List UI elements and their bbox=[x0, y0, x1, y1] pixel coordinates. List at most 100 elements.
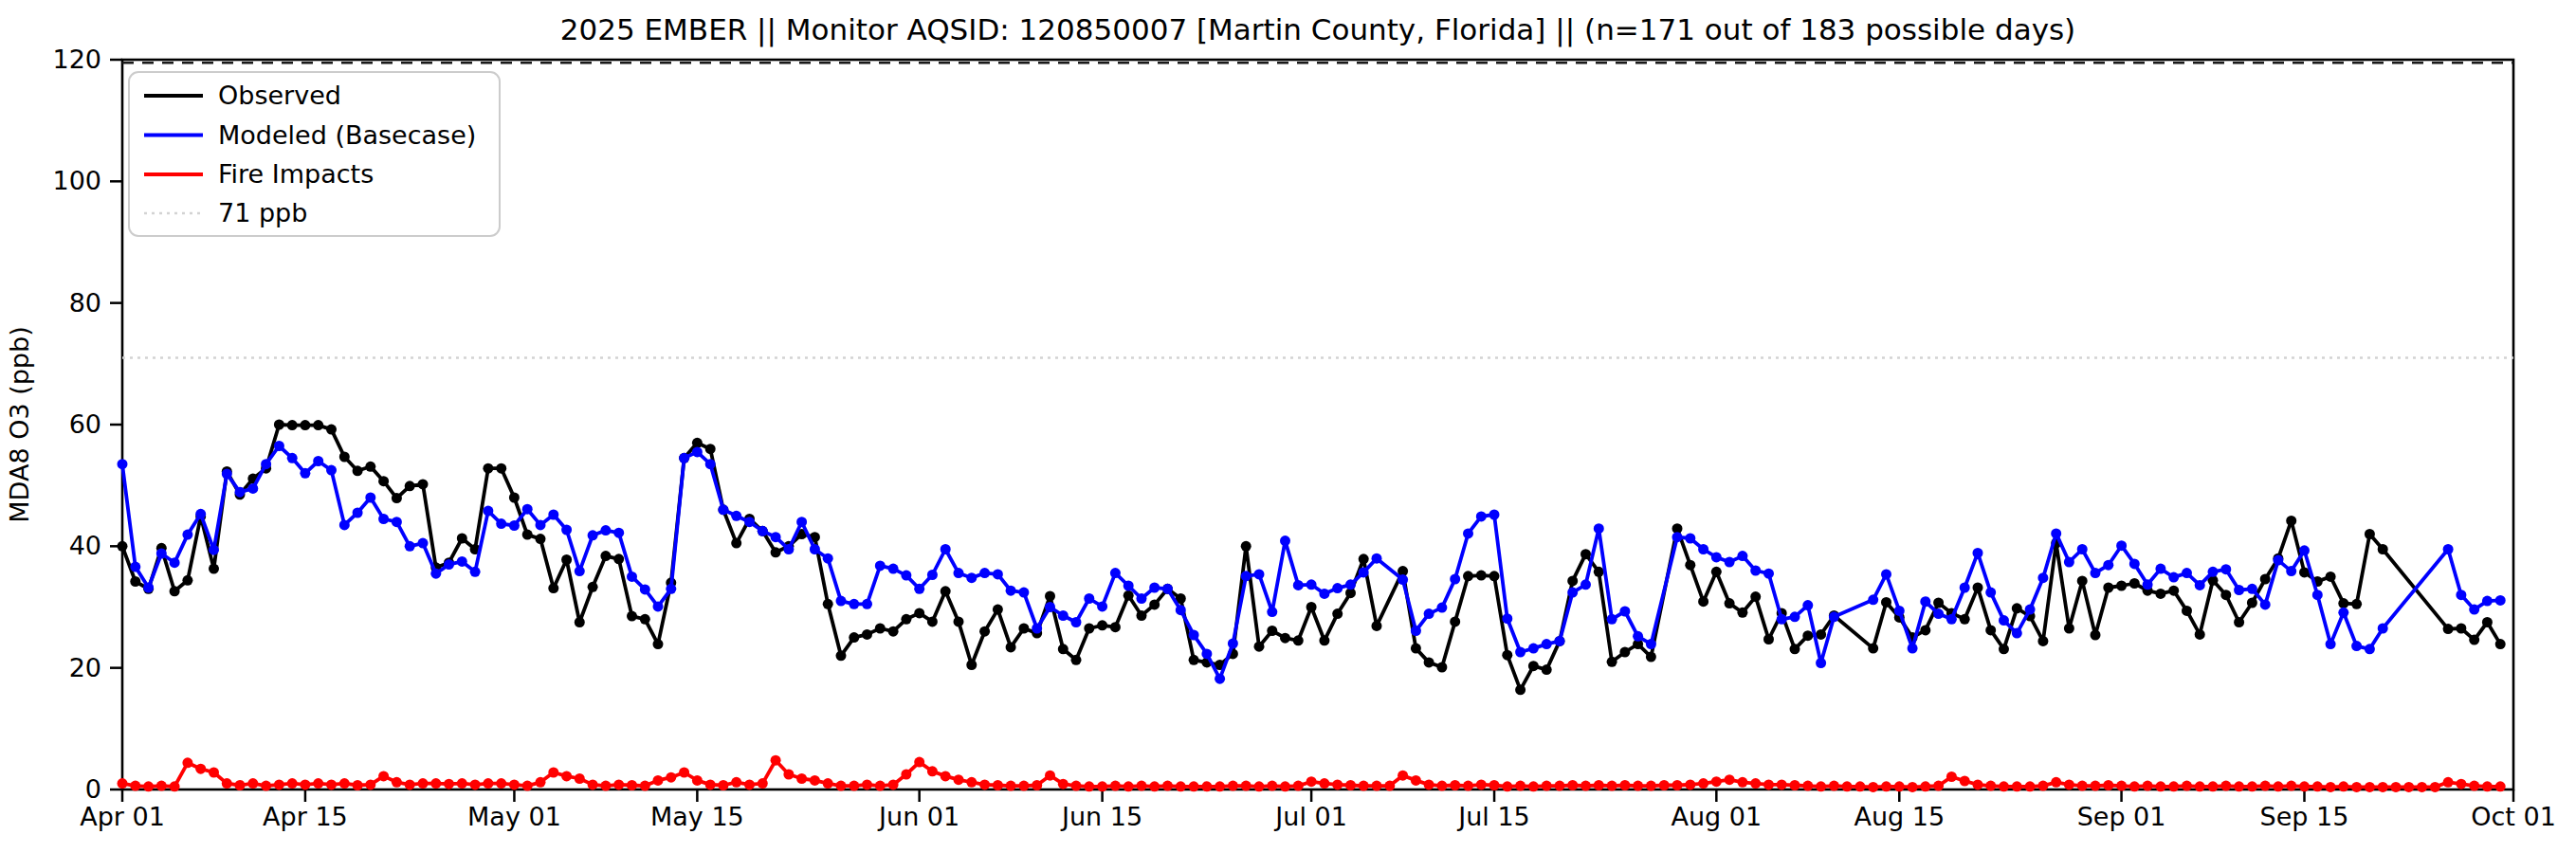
observed-line-marker bbox=[731, 538, 741, 549]
modeled-line-marker bbox=[222, 469, 232, 480]
fire-impacts-line-marker bbox=[1672, 780, 1683, 790]
observed-line-marker bbox=[979, 626, 990, 637]
fire-impacts-line-marker bbox=[1542, 781, 1552, 791]
fire-impacts-line-marker bbox=[1999, 781, 2009, 791]
modeled-line-marker bbox=[1436, 603, 1447, 613]
y-tick-label: 60 bbox=[69, 409, 101, 439]
observed-line-marker bbox=[613, 554, 624, 564]
modeled-line-marker bbox=[1201, 648, 1212, 659]
fire-impacts-line-marker bbox=[1646, 781, 1656, 791]
modeled-line-marker bbox=[993, 569, 1003, 579]
fire-impacts-line-marker bbox=[444, 779, 454, 789]
fire-impacts-line-marker bbox=[2037, 781, 2048, 791]
fire-impacts-line-marker bbox=[588, 779, 598, 789]
fire-impacts-line-marker bbox=[1711, 776, 1722, 787]
observed-line-marker bbox=[1110, 622, 1121, 632]
modeled-line-marker bbox=[927, 570, 938, 580]
modeled-line-marker bbox=[1502, 613, 1512, 624]
fire-impacts-line-marker bbox=[1985, 781, 1996, 791]
observed-line-marker bbox=[1920, 625, 1930, 635]
fire-impacts-line-marker bbox=[1201, 781, 1212, 791]
x-tick-label: May 01 bbox=[467, 802, 561, 831]
modeled-line-marker bbox=[666, 584, 676, 594]
fire-impacts-line-marker bbox=[470, 779, 481, 789]
fire-impacts-line-marker bbox=[1319, 778, 1329, 789]
fire-impacts-line-marker bbox=[600, 781, 611, 791]
fire-impacts-line-marker bbox=[1763, 779, 1774, 789]
modeled-line-marker bbox=[1006, 586, 1016, 596]
modeled-line-marker bbox=[575, 566, 585, 576]
observed-line-marker bbox=[2155, 589, 2165, 599]
fire-impacts-line-marker bbox=[1463, 781, 1473, 791]
observed-line-marker bbox=[575, 617, 585, 627]
fire-impacts-line-marker bbox=[1737, 777, 1747, 788]
observed-line-marker bbox=[2182, 606, 2192, 616]
modeled-line-marker bbox=[1215, 674, 1225, 684]
modeled-line-marker bbox=[405, 541, 415, 552]
legend-label: 71 ppb bbox=[218, 198, 307, 227]
x-tick-label: Jul 01 bbox=[1273, 802, 1347, 831]
modeled-line-marker bbox=[653, 601, 664, 611]
fire-impacts-line-marker bbox=[536, 777, 546, 788]
observed-line-marker bbox=[1424, 657, 1434, 667]
fire-impacts-line-marker bbox=[1946, 771, 1957, 782]
y-tick-label: 20 bbox=[69, 653, 101, 682]
observed-line-marker bbox=[2195, 629, 2205, 640]
fire-impacts-line-marker bbox=[796, 773, 807, 784]
fire-impacts-line-marker bbox=[1476, 779, 1487, 789]
modeled-line-marker bbox=[1737, 551, 1747, 561]
observed-line-marker bbox=[1619, 647, 1630, 658]
fire-impacts-line-marker bbox=[496, 778, 506, 789]
modeled-line-marker bbox=[2064, 557, 2074, 568]
modeled-line-marker bbox=[1816, 658, 1826, 668]
observed-line-marker bbox=[2351, 599, 2362, 609]
modeled-line-marker bbox=[1137, 593, 1147, 604]
fire-impacts-line-marker bbox=[1097, 781, 1107, 791]
modeled-line-marker bbox=[979, 568, 990, 578]
modeled-line-marker bbox=[326, 465, 337, 476]
fire-impacts-line-marker bbox=[2286, 781, 2296, 791]
modeled-line-marker bbox=[1685, 534, 1695, 544]
fire-impacts-line-marker bbox=[339, 778, 350, 789]
observed-line-marker bbox=[2037, 636, 2048, 646]
fire-impacts-line-marker bbox=[1162, 781, 1173, 791]
modeled-line-marker bbox=[2378, 624, 2388, 634]
modeled-line-marker bbox=[1189, 630, 1199, 641]
fire-impacts-line-marker bbox=[1567, 780, 1578, 790]
fire-impacts-line-marker bbox=[1267, 781, 1277, 791]
modeled-line-marker bbox=[849, 599, 859, 609]
fire-impacts-line-marker bbox=[758, 778, 768, 789]
modeled-line-marker bbox=[418, 538, 429, 549]
modeled-line-marker bbox=[2025, 605, 2036, 615]
modeled-line-marker bbox=[1790, 611, 1800, 622]
x-tick-label: Jul 15 bbox=[1456, 802, 1530, 831]
modeled-line-marker bbox=[2247, 584, 2257, 594]
modeled-line-marker bbox=[1763, 569, 1774, 579]
fire-impacts-line-marker bbox=[1306, 776, 1317, 787]
fire-impacts-line-marker bbox=[1619, 780, 1630, 790]
fire-impacts-line-marker bbox=[247, 778, 258, 789]
observed-line-marker bbox=[1528, 661, 1539, 671]
observed-line-marker bbox=[1254, 642, 1265, 652]
observed-line-marker bbox=[1515, 684, 1526, 695]
fire-impacts-line-marker bbox=[2326, 782, 2336, 792]
observed-line-marker bbox=[823, 599, 833, 609]
fire-impacts-line-marker bbox=[1332, 779, 1343, 789]
modeled-line bbox=[118, 441, 2506, 684]
fire-impacts-line-marker bbox=[1411, 775, 1421, 786]
modeled-line-marker bbox=[1228, 639, 1238, 649]
observed-line-marker bbox=[1332, 608, 1343, 619]
fire-impacts-line-marker bbox=[418, 778, 429, 789]
observed-line-marker bbox=[339, 452, 350, 463]
observed-line-marker bbox=[914, 608, 924, 618]
y-tick-label: 120 bbox=[52, 45, 101, 74]
fire-impacts-line-marker bbox=[1528, 781, 1539, 791]
observed-line-marker bbox=[2286, 516, 2296, 526]
fire-impacts-line-marker bbox=[1816, 781, 1826, 791]
fire-impacts-line-marker bbox=[118, 778, 128, 789]
observed-line-marker bbox=[2365, 529, 2375, 539]
observed-line-marker bbox=[209, 564, 219, 574]
modeled-line-marker bbox=[1750, 566, 1761, 576]
modeled-line-marker bbox=[823, 554, 833, 564]
observed-line-marker bbox=[705, 444, 716, 454]
